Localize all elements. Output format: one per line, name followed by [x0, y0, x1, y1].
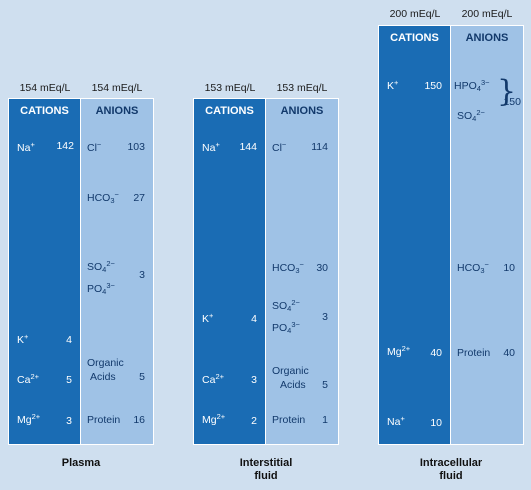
intracellular-cations-total: 200 mEq/L — [389, 8, 441, 20]
plasma-mg-label: Mg2+ — [17, 412, 41, 426]
intracellular-anions-header: ANIONS — [465, 32, 509, 44]
intracellular-anions-column: ANIONS HPO43− SO42− 150 HCO3− 10 Protein… — [450, 25, 524, 445]
intracellular-mg-value: 40 — [430, 347, 442, 359]
interstitial-footer: Interstitial fluid — [193, 457, 339, 483]
interstitial-ca-value: 3 — [251, 374, 257, 386]
plasma-hco3-label: HCO3− — [87, 190, 119, 205]
intracellular-so4-label: SO42− — [457, 108, 485, 123]
interstitial-so4-po4-value: 3 — [322, 311, 328, 323]
intracellular-k-value: 150 — [424, 80, 442, 92]
intracellular-hpo4-so4-value: 150 — [503, 96, 521, 108]
plasma-organic-acids-label-1: Organic — [87, 357, 124, 369]
intracellular-k-label: K+ — [387, 78, 399, 92]
interstitial-ca-label: Ca2+ — [202, 372, 224, 386]
interstitial-cl-label: Cl− — [272, 140, 287, 154]
interstitial-cations-header: CATIONS — [205, 105, 254, 117]
plasma-anions-total: 154 mEq/L — [91, 82, 143, 94]
plasma-cations-header: CATIONS — [20, 105, 69, 117]
intracellular-hpo4-label: HPO43− — [454, 78, 490, 93]
intracellular-footer-line-2: fluid — [439, 470, 463, 482]
interstitial-anions-total: 153 mEq/L — [276, 82, 328, 94]
plasma-so4-label: SO42− — [87, 259, 115, 274]
interstitial-cations-total: 153 mEq/L — [204, 82, 256, 94]
plasma-anions-column: ANIONS Cl− 103 HCO3− 27 SO42− PO43− 3 Or… — [80, 98, 154, 445]
plasma-anions-header: ANIONS — [95, 105, 139, 117]
interstitial-protein-value: 1 — [322, 414, 328, 426]
interstitial-cl-value: 114 — [311, 141, 328, 153]
interstitial-na-label: Na+ — [202, 140, 220, 154]
plasma-na-value: 142 — [56, 140, 74, 152]
interstitial-mg-value: 2 — [251, 415, 257, 427]
interstitial-so4-label: SO42− — [272, 298, 300, 313]
intracellular-anions-total: 200 mEq/L — [461, 8, 513, 20]
intracellular-na-label: Na+ — [387, 414, 405, 428]
intracellular-protein-label: Protein — [457, 347, 491, 359]
plasma-k-value: 4 — [66, 334, 72, 346]
plasma-na-label: Na+ — [17, 140, 35, 154]
interstitial-protein-label: Protein — [272, 414, 306, 426]
intracellular-protein-value: 40 — [503, 347, 515, 359]
intracellular-footer-line-1: Intracellular — [419, 457, 483, 469]
plasma-cations-total: 154 mEq/L — [19, 82, 71, 94]
interstitial-po4-label: PO43− — [272, 320, 300, 335]
intracellular-cations-header: CATIONS — [390, 32, 439, 44]
plasma-so4-po4-value: 3 — [139, 269, 145, 281]
intracellular-hco3-label: HCO3− — [457, 260, 489, 275]
plasma-po4-label: PO43− — [87, 281, 115, 296]
interstitial-na-value: 144 — [239, 141, 257, 153]
plasma-mg-value: 3 — [66, 415, 72, 427]
interstitial-k-label: K+ — [202, 311, 214, 325]
interstitial-mg-label: Mg2+ — [202, 412, 226, 426]
interstitial-organic-acids-label-2: Acids — [280, 379, 306, 391]
plasma-footer: Plasma — [61, 457, 101, 469]
plasma-cations-column: CATIONS Na+ 142 K+ 4 Ca2+ 5 Mg2+ 3 — [8, 98, 81, 445]
plasma-organic-acids-label-2: Acids — [90, 371, 116, 383]
intracellular-footer: Intracellular fluid — [378, 457, 524, 483]
interstitial-organic-acids-label-1: Organic — [272, 365, 309, 377]
interstitial-anions-header: ANIONS — [280, 105, 324, 117]
plasma-organic-acids-value: 5 — [139, 371, 145, 383]
interstitial-k-value: 4 — [251, 313, 257, 325]
intracellular-brace: } — [497, 74, 517, 109]
plasma-cl-label: Cl− — [87, 140, 102, 154]
interstitial-hco3-label: HCO3− — [272, 260, 304, 275]
interstitial-footer-line-1: Interstitial — [239, 457, 293, 469]
interstitial-organic-acids-value: 5 — [322, 379, 328, 391]
intracellular-mg-label: Mg2+ — [387, 344, 411, 358]
interstitial-anions-column: ANIONS Cl− 114 HCO3− 30 SO42− PO43− 3 Or… — [265, 98, 339, 445]
plasma-cl-value: 103 — [127, 141, 145, 153]
interstitial-footer-line-2: fluid — [254, 470, 278, 482]
intracellular-hco3-value: 10 — [503, 262, 515, 274]
plasma-protein-label: Protein — [87, 414, 121, 426]
intracellular-cations-column: CATIONS K+ 150 Mg2+ 40 Na+ 10 — [378, 25, 451, 445]
interstitial-cations-column: CATIONS Na+ 144 K+ 4 Ca2+ 3 Mg2+ 2 — [193, 98, 266, 445]
plasma-ca-value: 5 — [66, 374, 72, 386]
plasma-k-label: K+ — [17, 332, 29, 346]
plasma-protein-value: 16 — [133, 414, 145, 426]
plasma-hco3-value: 27 — [133, 192, 145, 204]
intracellular-na-value: 10 — [430, 417, 442, 429]
plasma-ca-label: Ca2+ — [17, 372, 39, 386]
interstitial-hco3-value: 30 — [316, 262, 328, 274]
